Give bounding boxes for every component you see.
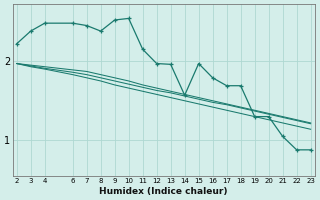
X-axis label: Humidex (Indice chaleur): Humidex (Indice chaleur): [100, 187, 228, 196]
